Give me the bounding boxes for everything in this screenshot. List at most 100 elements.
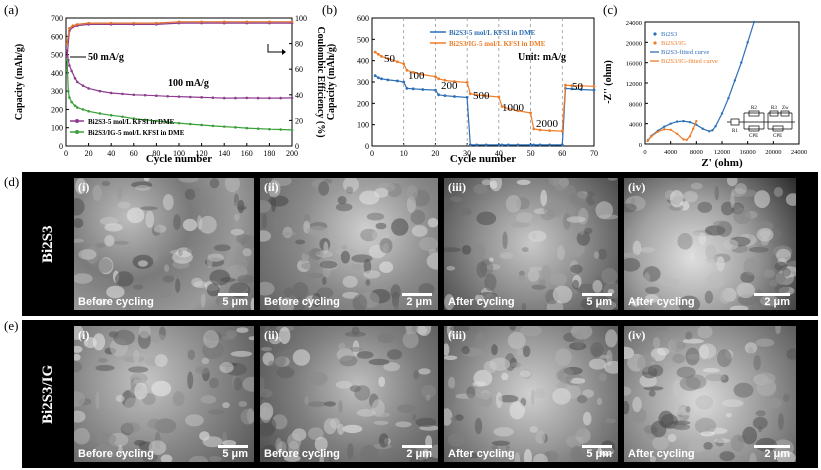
sem-grain: [676, 366, 696, 379]
sem-grain: [378, 376, 386, 387]
sem-grain: [785, 193, 796, 206]
sem-grain: [394, 294, 399, 310]
sem-grain: [554, 348, 572, 366]
sem-grain: [682, 338, 704, 344]
sem-grain: [502, 231, 508, 250]
chart-a-efficiency-line-2: [66, 21, 292, 44]
sem-grain: [507, 331, 526, 350]
sem-grain: [206, 283, 220, 297]
sem-grain: [607, 288, 615, 295]
sem-grain: [645, 294, 659, 303]
sem-grain: [203, 330, 220, 349]
sem-grain: [426, 252, 438, 270]
sem-grain: [444, 343, 450, 356]
chart-c-legend-4: Bi2S3/IG-fitted curve: [661, 58, 718, 65]
sem-e-tile-2-caption: Before cycling: [264, 448, 340, 460]
sem-grain: [121, 422, 141, 434]
sem-grain: [425, 394, 431, 401]
sem-grain: [200, 395, 217, 404]
chart-a-xtick-label: 0: [64, 149, 68, 158]
sem-grain: [96, 258, 113, 273]
sem-grain: [189, 455, 208, 462]
sem-grain: [489, 357, 510, 371]
chart-c-ytick-label: 8000: [629, 101, 642, 108]
sem-grain: [430, 444, 438, 459]
sem-grain: [543, 202, 564, 218]
sem-grain: [679, 376, 701, 391]
chart-a-y2label: Coulombic Efficiency (%): [315, 26, 326, 137]
sem-grain: [535, 430, 546, 444]
sem-grain: [632, 396, 642, 413]
sem-grain: [187, 371, 194, 389]
sem-grain: [356, 409, 376, 417]
sem-grain: [570, 191, 587, 206]
chart-b-rate-200: 200: [441, 80, 458, 92]
sem-grain: [685, 406, 691, 413]
sem-grain: [128, 366, 149, 373]
sem-grain: [207, 253, 213, 269]
chart-a-ytick-label: 400: [51, 69, 63, 78]
chart-c-xtick-label: 16000: [740, 149, 756, 156]
sem-grain: [359, 190, 380, 205]
sem-e-tile-3-scale: 5 μm: [586, 448, 612, 460]
sem-grain: [418, 237, 438, 252]
sem-grain: [598, 373, 607, 382]
sem-grain: [222, 440, 237, 447]
sem-grain: [237, 199, 245, 214]
sem-grain: [272, 217, 285, 233]
sem-grain: [632, 240, 642, 256]
sem-grain: [699, 344, 710, 360]
sem-e-tile-4-caption: After cycling: [628, 448, 695, 460]
chart-b-xtick-label: 20: [431, 149, 439, 158]
sem-e-tile-3-scalebar: [582, 445, 612, 448]
sem-d-tile-4-scalebar: [754, 293, 790, 296]
sem-grain: [584, 227, 593, 235]
sem-grain: [341, 245, 348, 250]
sem-grain: [349, 385, 361, 393]
chart-b-legend-1: Bi2S3-5 mol/L KFSI in DME: [449, 29, 536, 37]
chart-b-ytick-label: 500: [357, 35, 369, 44]
sem-grain: [271, 195, 276, 212]
sem-grain: [278, 327, 291, 344]
sem-grain: [340, 250, 350, 264]
sem-grain: [476, 261, 488, 278]
chart-b-legend-2: Bi2S3/IG-5 mol/L KFSI in DME: [449, 40, 546, 48]
sem-grain: [774, 261, 788, 271]
sem-grain: [775, 326, 781, 335]
sem-grain: [449, 326, 470, 332]
sem-grain: [75, 178, 87, 195]
sem-grain: [493, 427, 514, 437]
chart-a-cycling: 0 20 40 60 80 100 120 140 160 180 2000100200300400…: [14, 14, 326, 165]
sem-grain: [209, 269, 231, 286]
sem-e-tile-4: (iv) After cycling 2 μm: [624, 326, 796, 462]
sem-grain: [652, 436, 669, 451]
sem-e-tile-2: (ii) Before cycling 2 μm: [260, 326, 438, 462]
sem-grain: [186, 245, 196, 254]
sem-grain: [182, 218, 198, 232]
sem-d-tile-2-scalebar: [402, 293, 432, 296]
chart-c-circuit-cpe2: CPE: [773, 134, 782, 139]
sem-grain: [577, 395, 588, 404]
sem-block-d: Bi2S3 (i) Before cycling 5 μm (ii) Befor…: [22, 172, 818, 316]
sem-grain: [518, 274, 525, 282]
sem-grain: [292, 282, 309, 299]
sem-grain: [736, 282, 755, 299]
chart-c-xtick-label: 8000: [690, 149, 703, 156]
sem-grain: [598, 214, 618, 220]
sem-grain: [337, 196, 347, 205]
sem-grain: [118, 444, 123, 456]
sem-grain: [730, 192, 735, 209]
sem-grain: [74, 361, 82, 373]
sem-grain: [703, 442, 713, 450]
sem-grain: [454, 414, 464, 421]
sem-grain: [409, 302, 414, 310]
sem-d-tile-4-scale: 2 μm: [764, 296, 790, 308]
chart-a-right-axis-arrowhead: [282, 49, 286, 55]
sem-grain: [264, 326, 271, 335]
sem-grain: [74, 326, 84, 340]
chart-c-circuit-cpe1: CPE: [749, 134, 758, 139]
sem-grain: [230, 350, 253, 357]
sem-grain: [658, 277, 679, 287]
chart-a-right-axis-arrow: [267, 44, 282, 53]
sem-grain: [236, 255, 248, 271]
